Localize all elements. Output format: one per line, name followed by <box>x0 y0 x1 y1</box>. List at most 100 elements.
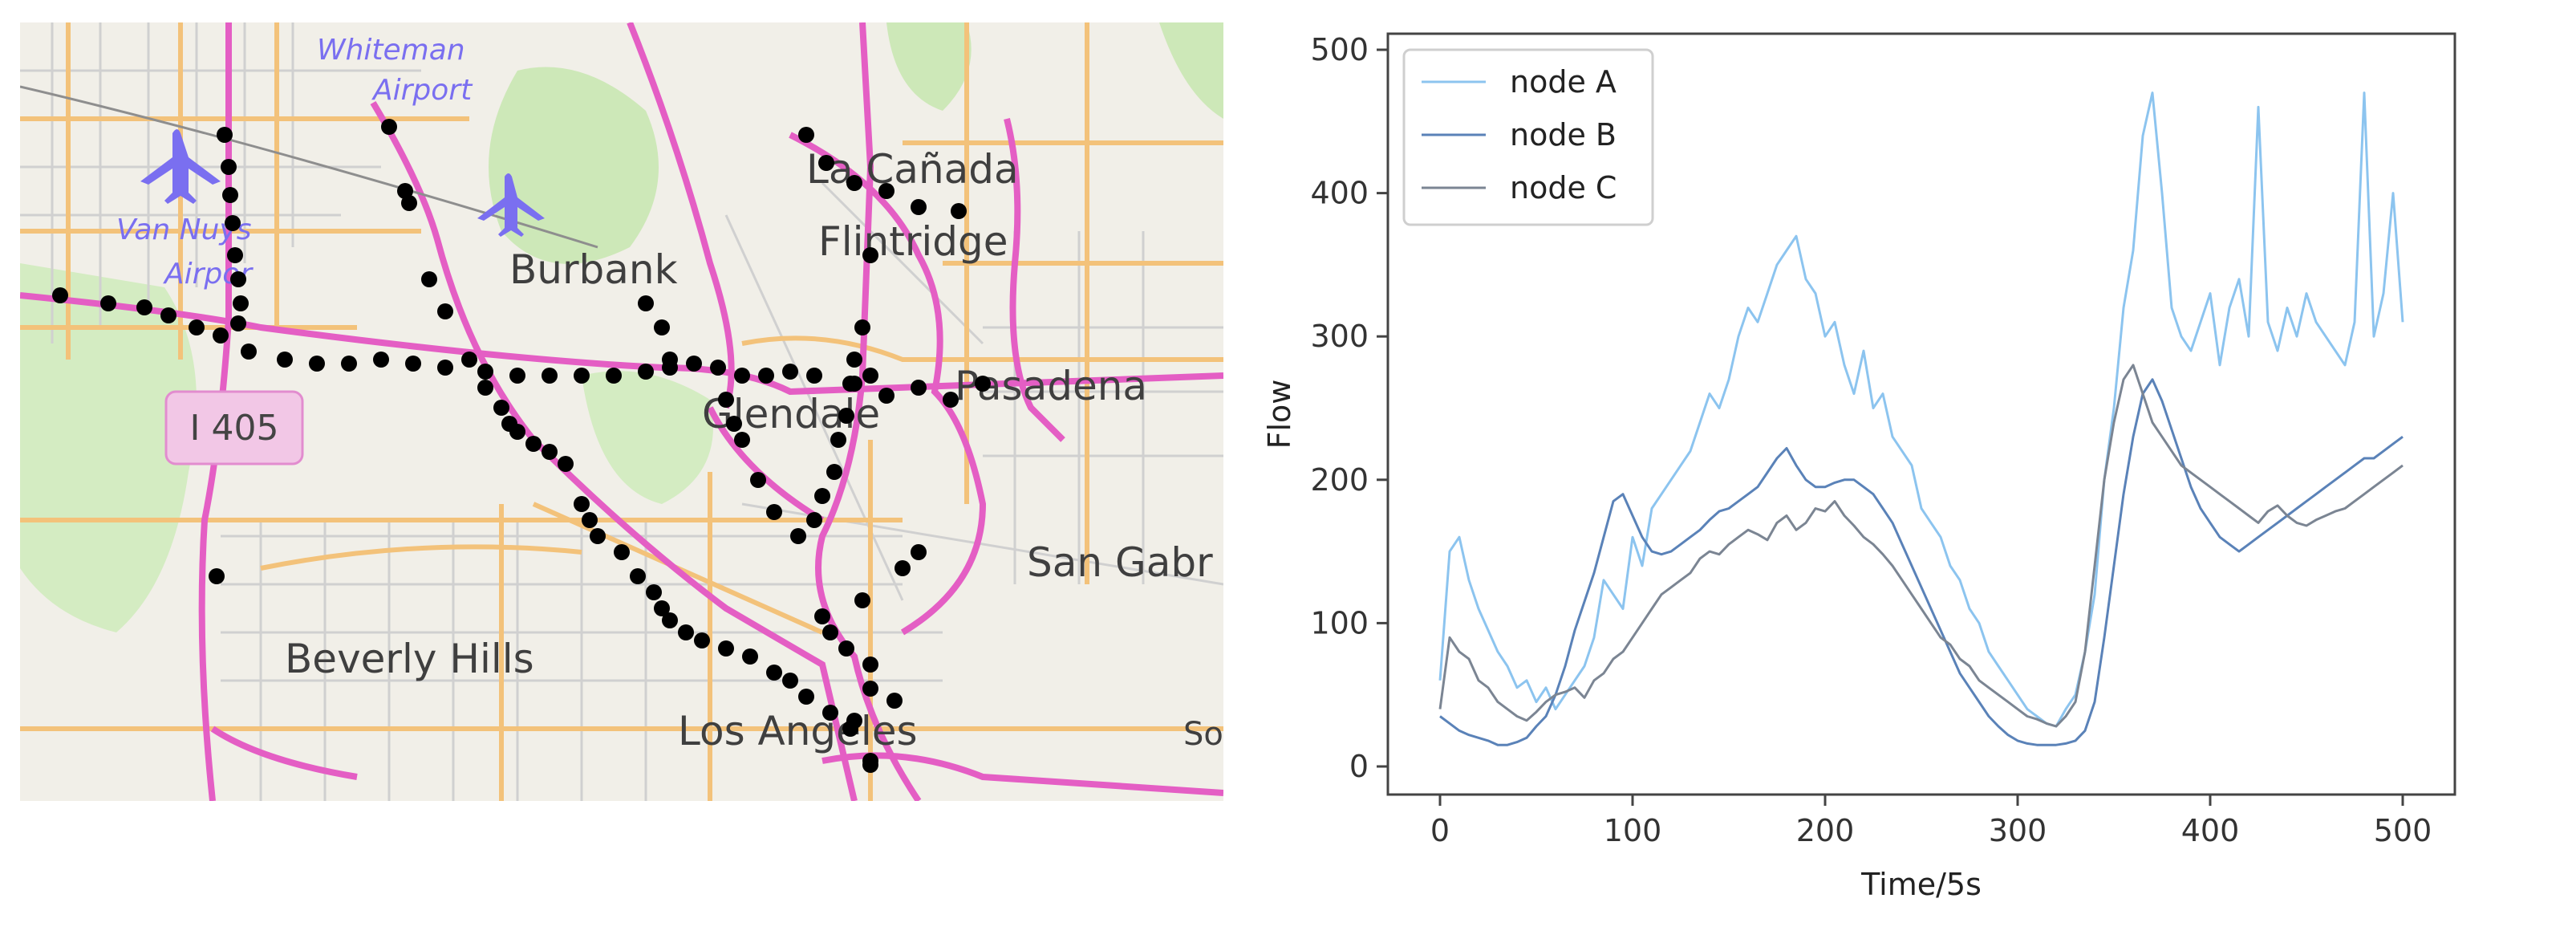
flow-chart: 0 100 200 300 400 500 0 100 200 300 400 500 Time/5… <box>1262 32 2456 902</box>
sensor-node <box>638 364 654 380</box>
y-axis: 0 100 200 300 400 500 <box>1310 32 1388 784</box>
sensor-node <box>230 271 246 287</box>
sensor-node <box>838 408 854 424</box>
airport-icon <box>140 129 221 204</box>
sensor-node <box>574 496 590 512</box>
sensor-node <box>862 681 878 697</box>
sensor-node <box>646 584 662 600</box>
sensor-node <box>862 247 878 263</box>
sensor-node <box>826 464 842 480</box>
label-so: So <box>1183 716 1223 753</box>
legend-label: node B <box>1510 117 1617 152</box>
label-san-gabr: San Gabr <box>1027 539 1213 586</box>
series-line-node-a <box>1438 91 2404 728</box>
sensor-node <box>766 504 782 520</box>
shield-label: I 405 <box>190 408 279 449</box>
sensor-node <box>710 360 726 376</box>
sensor-node <box>654 319 670 335</box>
sensor-node <box>558 456 574 472</box>
y-tick-label: 300 <box>1310 319 1369 354</box>
sensor-node <box>373 352 389 368</box>
sensor-node <box>341 356 357 372</box>
sensor-node <box>590 528 606 544</box>
sensor-node <box>838 640 854 657</box>
sensor-node <box>542 444 558 460</box>
sensor-node <box>846 713 862 729</box>
sensor-node <box>878 183 895 199</box>
legend-label: node C <box>1510 170 1617 205</box>
sensor-node <box>509 368 525 384</box>
label-flintridge: Flintridge <box>818 218 1008 265</box>
sensor-node <box>814 488 830 504</box>
sensor-node <box>437 303 453 319</box>
sensor-node <box>437 360 453 376</box>
y-tick-label: 100 <box>1310 605 1369 640</box>
label-whiteman: Whiteman <box>317 34 465 67</box>
sensor-node <box>806 512 822 528</box>
sensor-node <box>241 344 257 360</box>
sensor-node <box>842 376 858 392</box>
x-tick-label: 400 <box>2181 813 2240 848</box>
sensor-node <box>951 203 967 219</box>
series-lines <box>1438 91 2404 746</box>
sensor-node <box>854 319 870 335</box>
sensor-node <box>160 307 176 323</box>
sensor-node <box>911 380 927 396</box>
sensor-node <box>654 600 670 616</box>
sensor-node <box>742 648 758 665</box>
sensor-node <box>209 568 225 584</box>
sensor-node <box>678 624 694 640</box>
sensor-node <box>509 424 525 440</box>
sensor-node <box>694 632 710 648</box>
sensor-node <box>734 368 750 384</box>
label-airport: Airport <box>371 74 473 107</box>
x-axis: 0 100 200 300 400 500 <box>1430 795 2432 848</box>
series-line-node-b <box>1439 378 2404 746</box>
x-tick-label: 200 <box>1796 813 1855 848</box>
sensor-node <box>718 392 734 408</box>
major-roads <box>20 22 1223 801</box>
sensor-node <box>862 368 878 384</box>
x-tick-label: 500 <box>2374 813 2432 848</box>
sensor-node <box>614 544 630 560</box>
airport-icon <box>477 173 545 237</box>
sensor-node <box>662 612 678 628</box>
sensor-node <box>136 299 152 315</box>
sensor-node <box>790 528 806 544</box>
sensor-node <box>782 673 798 689</box>
sensor-node <box>806 368 822 384</box>
sensor-node <box>734 432 750 448</box>
sensor-node <box>862 657 878 673</box>
sensor-node <box>814 608 830 624</box>
x-tick-label: 300 <box>1989 813 2047 848</box>
sensor-node <box>525 436 542 452</box>
legend-label: node A <box>1510 64 1617 100</box>
chart-panel: 0 100 200 300 400 500 0 100 200 300 400 500 Time/5… <box>1251 0 2576 931</box>
sensor-node <box>943 392 959 408</box>
sensor-node <box>758 368 774 384</box>
x-tick-label: 0 <box>1430 813 1450 848</box>
sensor-node <box>381 119 397 135</box>
sensor-node <box>461 352 477 368</box>
sensor-node <box>309 356 325 372</box>
series-line-node-c <box>1438 364 2404 728</box>
sensor-node <box>830 432 846 448</box>
sensor-nodes <box>52 119 991 773</box>
label-beverly-hills: Beverly Hills <box>285 636 534 682</box>
sensor-node <box>782 364 798 380</box>
sensor-node <box>100 295 116 311</box>
sensor-node <box>846 175 862 191</box>
sensor-node <box>542 368 558 384</box>
sensor-node <box>911 199 927 215</box>
sensor-node <box>606 368 622 384</box>
sensor-node <box>277 352 293 368</box>
sensor-node <box>911 544 927 560</box>
sensor-node <box>217 127 233 143</box>
sensor-node <box>213 327 229 344</box>
sensor-node <box>221 159 237 175</box>
sensor-node <box>630 568 646 584</box>
sensor-node <box>421 271 437 287</box>
place-labels: Whiteman Airport Van Nuys Airpor Burbank… <box>116 34 1223 754</box>
sensor-node <box>818 155 834 171</box>
sensor-node <box>798 127 814 143</box>
